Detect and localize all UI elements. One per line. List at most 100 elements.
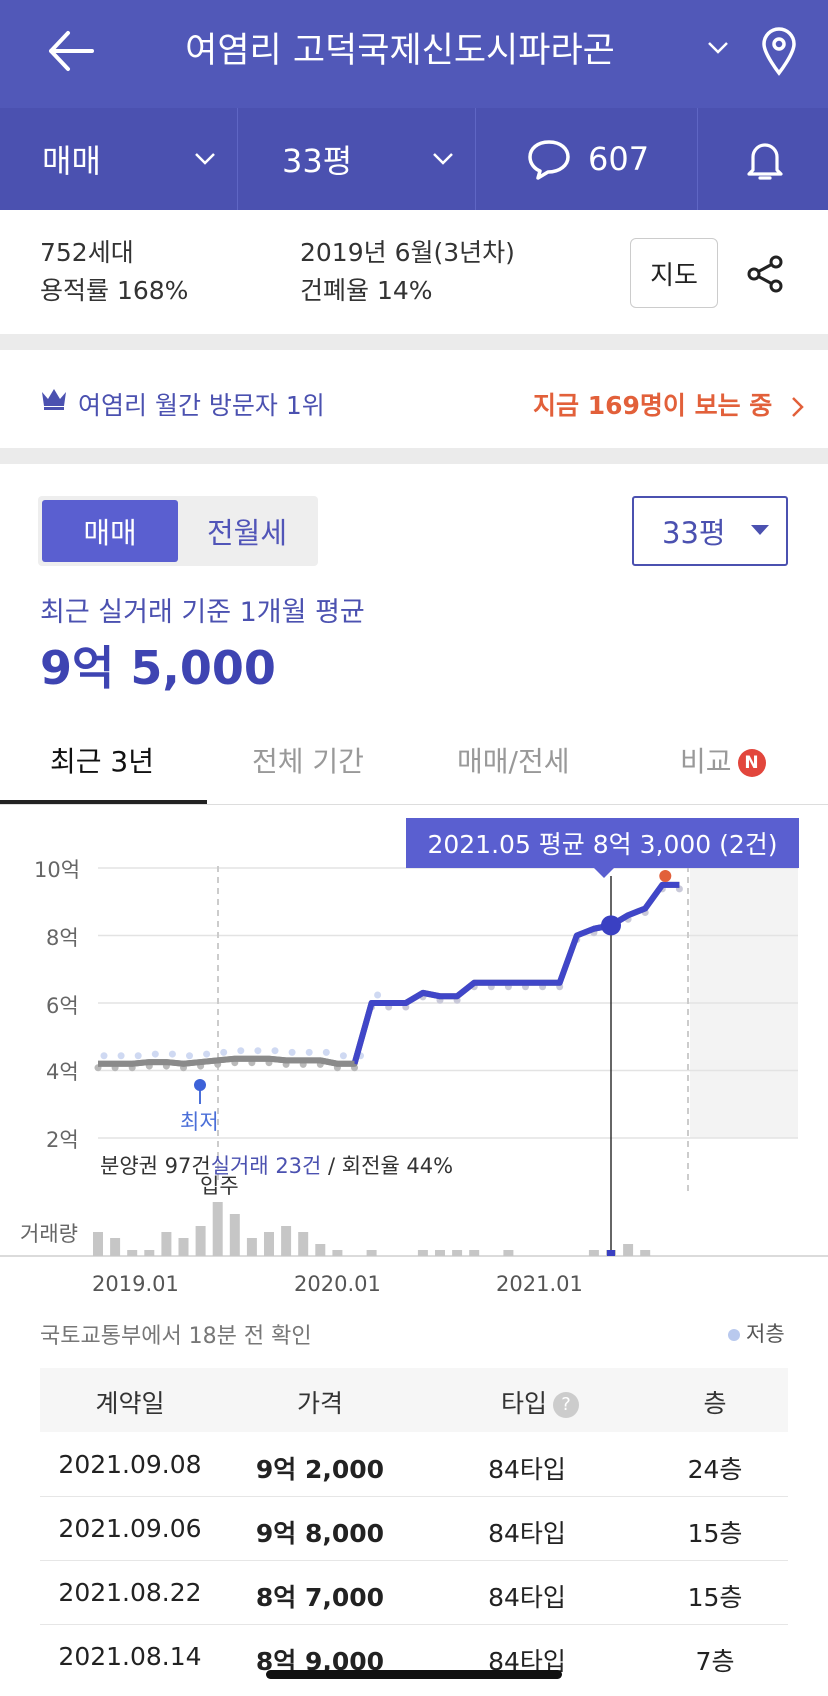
- row-date: 2021.08.14: [58, 1642, 202, 1671]
- caret-down-icon: [751, 525, 769, 535]
- households: 752세대: [40, 238, 134, 267]
- divider: [697, 108, 698, 210]
- volume-bar: [195, 1226, 206, 1256]
- sale-toggle-option[interactable]: 매매: [42, 500, 178, 562]
- volume-bar: [588, 1250, 599, 1256]
- column-header-price: 가격: [296, 1389, 343, 1418]
- selected-point: [601, 915, 621, 936]
- volume-bar: [503, 1250, 514, 1256]
- chevron-down-icon[interactable]: [706, 40, 730, 60]
- tab-all-period[interactable]: 전체 기간: [252, 745, 364, 778]
- volume-bar: [366, 1250, 377, 1256]
- section-divider: [0, 334, 828, 350]
- volume-bar: [298, 1232, 309, 1256]
- volume-bar: [281, 1226, 292, 1256]
- size-dropdown[interactable]: 33평: [282, 108, 462, 210]
- live-viewers[interactable]: 지금 169명이 보는 중: [533, 386, 805, 422]
- presale-line: [98, 1055, 355, 1067]
- volume-bar: [640, 1250, 651, 1256]
- low-floor-point: [134, 1052, 142, 1060]
- row-price: 9억 2,000: [255, 1455, 385, 1484]
- comments-button[interactable]: 607: [526, 108, 706, 210]
- row-type: 84타입: [488, 1583, 566, 1612]
- trade-type-dropdown[interactable]: 매매: [42, 108, 222, 210]
- row-floor: 15층: [687, 1519, 743, 1548]
- row-type: 84타입: [488, 1519, 566, 1548]
- apartment-title[interactable]: 여염리 고덕국제신도시파라곤: [185, 31, 615, 71]
- volume-bar: [469, 1250, 480, 1256]
- help-icon[interactable]: ?: [553, 1392, 579, 1418]
- actual-trade-count: 실거래 23건: [210, 1154, 322, 1178]
- row-price: 9억 8,000: [255, 1519, 385, 1548]
- bell-icon[interactable]: [745, 138, 785, 186]
- y-tick-label: 4억: [46, 1060, 79, 1084]
- volume-bar: [623, 1244, 634, 1256]
- visitor-rank[interactable]: 여염리 월간 방문자 1위: [78, 391, 325, 420]
- price-line: [351, 881, 680, 1065]
- speech-bubble-icon: [528, 140, 570, 180]
- data-source: 국토교통부에서 18분 전 확인: [40, 1324, 312, 1349]
- volume-bar: [110, 1238, 121, 1256]
- tab-recent-3-years[interactable]: 최근 3년: [50, 745, 154, 778]
- low-floor-point: [100, 1052, 108, 1060]
- trade-stats-note: 분양권 97건실거래 23건 / 회전율 44%: [100, 1150, 453, 1180]
- volume-bar: [229, 1214, 240, 1256]
- size-select[interactable]: 33평: [632, 496, 788, 566]
- price-chart[interactable]: [0, 806, 828, 1306]
- location-pin-icon[interactable]: [760, 26, 798, 80]
- low-floor-point: [117, 1052, 125, 1060]
- comments-count: 607: [588, 140, 650, 178]
- table-row[interactable]: 2021.09.06 9억 8,000 84타입 15층: [40, 1496, 788, 1561]
- row-date: 2021.09.06: [58, 1514, 202, 1543]
- table-row[interactable]: 2021.08.22 8억 7,000 84타입 15층: [40, 1560, 788, 1625]
- low-floor-point: [220, 1048, 228, 1056]
- volume-bar: [144, 1250, 155, 1256]
- volume-bar: [93, 1232, 103, 1256]
- map-button[interactable]: 지도: [630, 238, 718, 308]
- chart-tooltip: 2021.05 평균 8억 3,000 (2건): [406, 818, 799, 868]
- volume-bar: [435, 1250, 445, 1256]
- latest-high-point: [659, 870, 672, 882]
- chevron-right-icon: [792, 397, 804, 417]
- row-price: 8억 7,000: [255, 1583, 385, 1612]
- filter-bar: 매매 33평 607: [0, 108, 828, 210]
- home-indicator[interactable]: [266, 1670, 562, 1679]
- row-type: 84타입: [488, 1455, 566, 1484]
- volume-bar: [315, 1244, 326, 1256]
- column-header-floor: 층: [703, 1389, 727, 1418]
- low-floor-point: [271, 1047, 279, 1055]
- x-tick-label: 2020.01: [294, 1272, 381, 1296]
- volume-bar: [417, 1250, 428, 1256]
- tab-divider: [0, 804, 828, 805]
- chevron-down-icon: [433, 153, 453, 165]
- trade-type-label: 매매: [42, 142, 101, 180]
- pre-trade-line: [98, 881, 680, 1067]
- size-select-value: 33평: [662, 516, 726, 550]
- y-tick-label: 6억: [46, 994, 79, 1018]
- back-arrow-icon[interactable]: [46, 28, 96, 74]
- share-icon[interactable]: [746, 254, 786, 298]
- legend-label: 저층: [746, 1322, 785, 1346]
- rent-toggle-option[interactable]: 전월세: [206, 516, 288, 550]
- low-floor-point: [288, 1048, 296, 1056]
- divider: [475, 108, 476, 210]
- new-badge: N: [737, 749, 766, 777]
- tab-compare[interactable]: 비교 N: [680, 740, 766, 780]
- row-floor: 7층: [695, 1647, 735, 1676]
- live-viewers-label: 지금 169명이 보는 중: [533, 391, 773, 420]
- volume-bar: [264, 1232, 274, 1256]
- y-tick-label: 2억: [46, 1128, 79, 1152]
- volume-bar: [452, 1250, 463, 1256]
- table-row[interactable]: 2021.09.08 9억 2,000 84타입 24층: [40, 1432, 788, 1497]
- column-header-type: 타입?: [440, 1384, 640, 1420]
- size-label: 33평: [282, 142, 353, 180]
- basic-info-right: 2019년 6월(3년차) 건폐율 14%: [300, 234, 515, 310]
- column-header-date: 계약일: [95, 1389, 165, 1418]
- row-floor: 15층: [687, 1583, 743, 1612]
- average-label: 최근 실거래 기준 1개월 평균: [40, 597, 365, 628]
- built-date: 2019년 6월(3년차): [300, 238, 515, 267]
- low-marker: [194, 1079, 206, 1091]
- chevron-down-icon: [195, 153, 215, 165]
- y-tick-label: 10억: [34, 858, 81, 882]
- tab-sale-jeonse[interactable]: 매매/전세: [457, 745, 570, 778]
